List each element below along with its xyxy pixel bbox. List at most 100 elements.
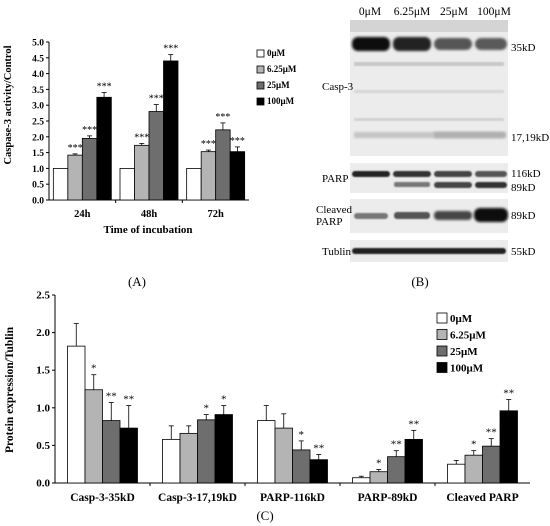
bar: [162, 438, 181, 484]
legend-label: 100μM: [450, 363, 484, 375]
bar: [292, 449, 311, 484]
chart-c-bars: *** *****************: [67, 323, 518, 484]
y-tick-label: 3.0: [32, 102, 44, 112]
bar: [148, 111, 164, 201]
chart-c-ylabel: Protein expression/Tublin: [4, 326, 16, 453]
y-tick-label: 2.5: [36, 290, 50, 302]
significance-label: **: [486, 427, 497, 439]
bar: [119, 167, 135, 201]
chart-a-bars: *** *** *** *** *** *** *** *** ***: [52, 44, 246, 201]
y-tick-label: 1.0: [32, 165, 44, 175]
significance-label: ***: [97, 82, 112, 93]
blot-membrane-tublin: [350, 240, 508, 262]
x-tick-label: 72h: [207, 209, 224, 220]
bar: [179, 432, 198, 484]
bar: [229, 151, 246, 201]
legend-label: 0μM: [450, 313, 473, 325]
significance-label: *: [91, 363, 97, 375]
significance-label: ***: [68, 143, 83, 154]
bar: [163, 60, 179, 201]
y-tick-label: 0.5: [36, 440, 50, 452]
chart-a-axes: 0.0 0.5 1.0 1.5 2.0 2.5 3.0 3.5 4.0 4.5 5.0 24h 48h 7…: [32, 39, 249, 220]
bar: [257, 420, 276, 484]
bar: [52, 167, 69, 201]
panel-label-b: (B): [411, 274, 428, 289]
blot-row-label: Tublin: [322, 246, 351, 258]
bar: [352, 477, 371, 484]
bar: [215, 129, 231, 201]
blot-lane-label: 0μM: [359, 6, 381, 18]
bar: [309, 459, 328, 484]
blot-membrane-parp: [350, 163, 508, 193]
significance-label: **: [123, 394, 134, 406]
blot-marker: 89kD: [511, 182, 536, 194]
bar: [447, 463, 466, 484]
significance-label: ***: [149, 94, 164, 105]
blot-lane-label: 25μM: [440, 6, 468, 18]
y-tick-label: 1.5: [32, 149, 44, 159]
legend-label: 25μM: [267, 80, 290, 90]
significance-label: ***: [230, 136, 245, 147]
blot-lane-label: 100μM: [477, 6, 511, 18]
chart-a-ylabel: Caspase-3 activity/Control: [3, 45, 14, 164]
chart-a-xlabel: Time of incubation: [103, 224, 192, 236]
significance-label: ***: [82, 125, 97, 136]
blot-lane-label: 6.25μM: [394, 6, 431, 18]
x-tick-label: PARP-89kD: [358, 492, 418, 504]
blot-marker: 89kD: [511, 210, 536, 222]
bar: [369, 471, 388, 484]
bar: [274, 427, 293, 484]
x-tick-label: Casp-3-35kD: [70, 492, 135, 504]
blot-row-label: PARP: [322, 173, 349, 185]
x-tick-label: Casp-3-17,19kD: [158, 492, 237, 504]
significance-label: **: [313, 442, 324, 454]
legend-swatch: [256, 49, 265, 58]
y-tick-label: 4.5: [32, 54, 44, 64]
blot-row-label-line: PARP: [316, 216, 343, 228]
chart-a-legend: 0μM 6.25μM 25μM 100μM: [256, 48, 297, 106]
bar: [102, 420, 121, 484]
chart-c-legend: 0μM 6.25μM 25μM 100μM: [436, 312, 486, 375]
y-tick-label: 2.0: [36, 327, 50, 339]
bar: [464, 454, 483, 484]
bar: [119, 427, 138, 484]
significance-label: *: [471, 439, 477, 451]
bar: [67, 345, 86, 484]
bar: [186, 167, 202, 201]
significance-label: ***: [163, 44, 178, 55]
legend-swatch: [436, 345, 448, 357]
blot-marker: 17,19kD: [511, 132, 549, 144]
panel-label-a: (A): [128, 274, 146, 289]
significance-label: *: [376, 457, 382, 469]
legend-swatch: [256, 65, 265, 74]
bar: [404, 438, 423, 484]
bar: [67, 154, 83, 201]
significance-label: **: [106, 391, 117, 403]
western-blot: 0μM 6.25μM 25μM 100μM Casp-3 35kD 17,19k…: [316, 6, 549, 289]
blot-row-label: Cleaved PARP: [316, 204, 355, 228]
legend-swatch: [436, 312, 448, 324]
legend-label: 6.25μM: [267, 64, 297, 74]
bar: [387, 456, 406, 484]
y-tick-label: 0.5: [32, 181, 44, 191]
bar: [81, 137, 98, 201]
y-tick-label: 2.5: [32, 118, 44, 128]
bar: [482, 445, 501, 484]
significance-label: *: [204, 403, 210, 415]
y-tick-label: 1.0: [36, 402, 50, 414]
significance-label: **: [391, 439, 402, 451]
y-tick-label: 0.0: [32, 197, 44, 207]
significance-label: **: [408, 418, 419, 430]
blot-membrane-cleaved-parp: [350, 199, 508, 233]
legend-swatch: [256, 97, 265, 106]
significance-label: *: [221, 394, 227, 406]
x-tick-label: PARP-116kD: [260, 492, 325, 504]
blot-marker: 116kD: [511, 168, 541, 180]
x-tick-label: 48h: [141, 209, 158, 220]
bar: [84, 389, 103, 484]
x-tick-label: 24h: [74, 209, 91, 220]
y-tick-label: 1.5: [36, 365, 50, 377]
significance-label: ***: [201, 139, 216, 150]
legend-swatch: [256, 81, 265, 90]
